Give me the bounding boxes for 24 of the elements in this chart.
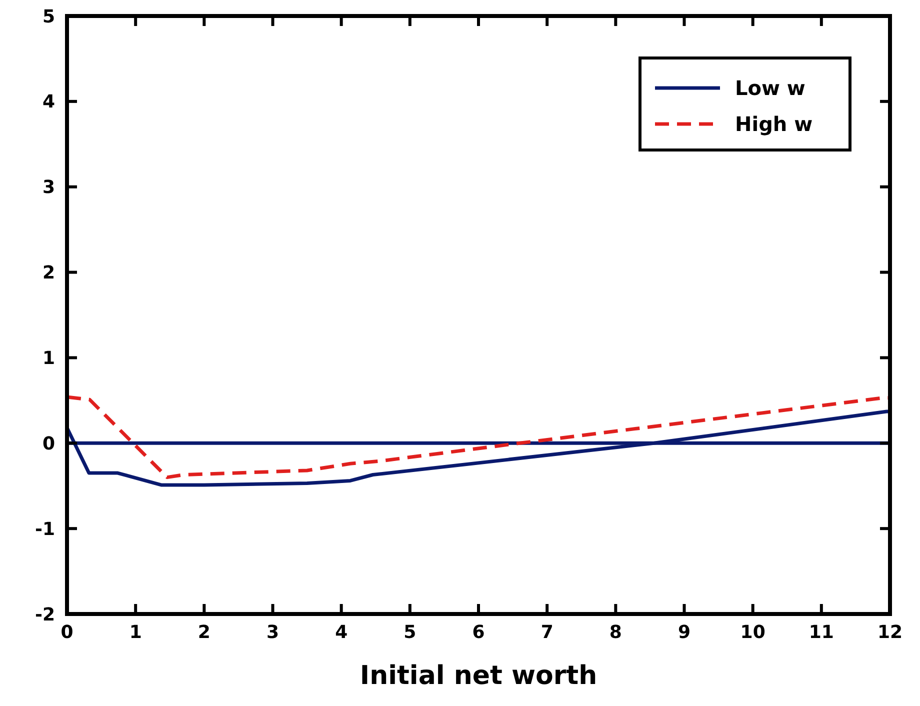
y-tick-label: 4 — [42, 92, 55, 113]
legend-label: Low w — [735, 76, 806, 100]
y-tick-label: 0 — [42, 433, 55, 454]
x-tick-label: 4 — [335, 622, 348, 643]
y-tick-label: 2 — [42, 262, 55, 284]
x-tick-label: 6 — [472, 622, 485, 643]
x-tick-label: 11 — [808, 622, 834, 643]
x-tick-label: 12 — [877, 622, 903, 643]
y-tick-label: 5 — [42, 6, 55, 28]
x-tick-label: 0 — [60, 622, 74, 643]
x-tick-label: 9 — [678, 622, 691, 643]
y-tick-label: 1 — [42, 348, 55, 370]
x-axis-title: Initial net worth — [360, 661, 598, 691]
x-tick-label: 2 — [198, 622, 210, 643]
x-tick-label: 7 — [540, 622, 554, 643]
legend-label: High w — [735, 112, 813, 136]
y-tick-label: -1 — [35, 518, 55, 540]
y-tick-label: -2 — [35, 604, 55, 626]
x-tick-label: 10 — [740, 622, 766, 643]
x-tick-label: 8 — [609, 622, 622, 643]
x-tick-label: 3 — [266, 622, 280, 643]
x-tick-label: 5 — [404, 622, 416, 643]
x-tick-label: 1 — [129, 622, 142, 643]
y-tick-label: 3 — [42, 177, 55, 198]
